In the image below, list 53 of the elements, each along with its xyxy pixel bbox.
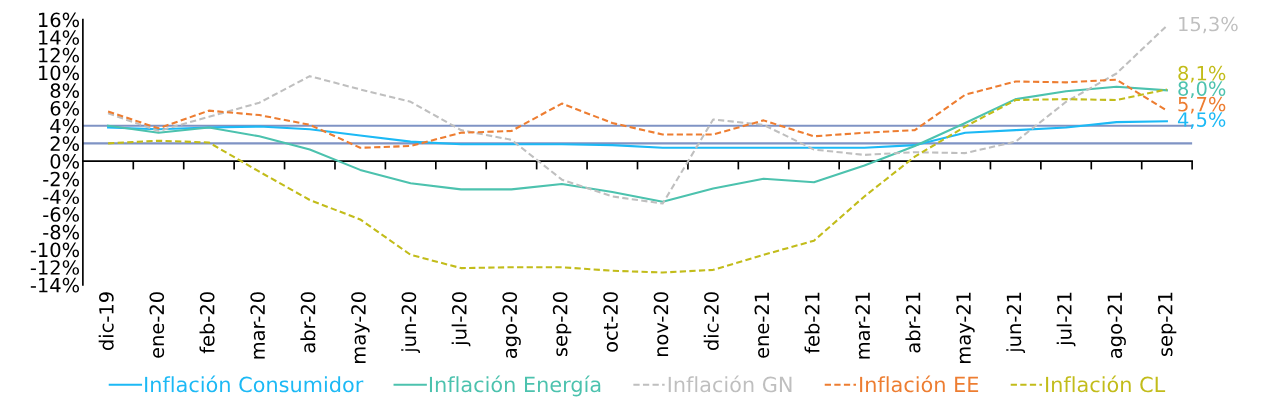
x-tick-label: ago-21 — [1107, 292, 1126, 359]
y-tick-label: 6% — [50, 100, 80, 116]
line-series — [107, 120, 1168, 149]
y-tick-label: -12% — [30, 260, 80, 275]
y-tick-label: 0% — [50, 154, 80, 169]
x-tick-label: jul-21 — [1056, 292, 1076, 347]
y-tick-label: -4% — [43, 189, 80, 205]
y-tick-label: -14% — [30, 277, 80, 293]
legend-label: Inflación GN — [668, 375, 792, 393]
x-tick-label: jun-20 — [401, 292, 421, 354]
x-tick-label: abr-21 — [905, 292, 921, 353]
legend-label: Inflación Consumidor — [145, 375, 364, 393]
x-tick-label: ago-20 — [502, 292, 521, 359]
data-label: 8,1% — [1178, 65, 1226, 83]
y-tick-label: -8% — [43, 224, 80, 240]
x-tick-label: feb-21 — [804, 292, 820, 354]
x-tick-label: dic-19 — [98, 292, 114, 351]
x-tick-label: oct-20 — [603, 292, 618, 352]
x-tick-label: ene-21 — [754, 292, 770, 358]
y-tick-label: -6% — [43, 207, 80, 222]
data-label: 8,0% — [1178, 81, 1226, 98]
data-label: 15,3% — [1179, 16, 1238, 34]
x-tick-label: mar-21 — [855, 292, 871, 359]
legend-label: Inflación CL — [1046, 375, 1166, 393]
y-tick-label: 4% — [50, 118, 80, 134]
x-tick-label: abr-20 — [300, 292, 316, 353]
x-tick-label: may-20 — [351, 292, 370, 363]
x-tick-label: sep-20 — [552, 292, 572, 357]
y-tick-label: 12% — [39, 47, 80, 63]
data-label: 4,5% — [1177, 112, 1226, 129]
x-tick-label: ene-20 — [149, 292, 165, 358]
line-series — [107, 24, 1168, 205]
x-tick-label: sep-21 — [1157, 292, 1177, 357]
x-tick-label: nov-20 — [653, 292, 669, 357]
line-series — [107, 85, 1168, 203]
x-tick-label: jul-20 — [451, 292, 471, 347]
y-tick-label: 8% — [50, 83, 80, 98]
y-tick-label: 14% — [39, 30, 80, 45]
y-tick-label: 10% — [39, 65, 80, 81]
line-series — [107, 78, 1168, 149]
x-tick-label: dic-20 — [703, 292, 719, 351]
y-tick-label: -10% — [30, 242, 80, 258]
legend-label: Inflación Energía — [429, 375, 601, 397]
x-tick-label: jun-21 — [1006, 292, 1026, 354]
x-tick-label: mar-20 — [250, 292, 265, 359]
x-tick-label: may-21 — [956, 292, 975, 363]
y-tick-label: 16% — [39, 12, 80, 28]
y-tick-label: -2% — [43, 171, 80, 187]
line-series — [107, 88, 1168, 274]
y-tick-label: 2% — [50, 136, 80, 152]
legend-label: Inflación EE — [860, 375, 979, 393]
data-label: 5,7% — [1178, 96, 1226, 114]
x-tick-label: feb-20 — [199, 292, 215, 354]
